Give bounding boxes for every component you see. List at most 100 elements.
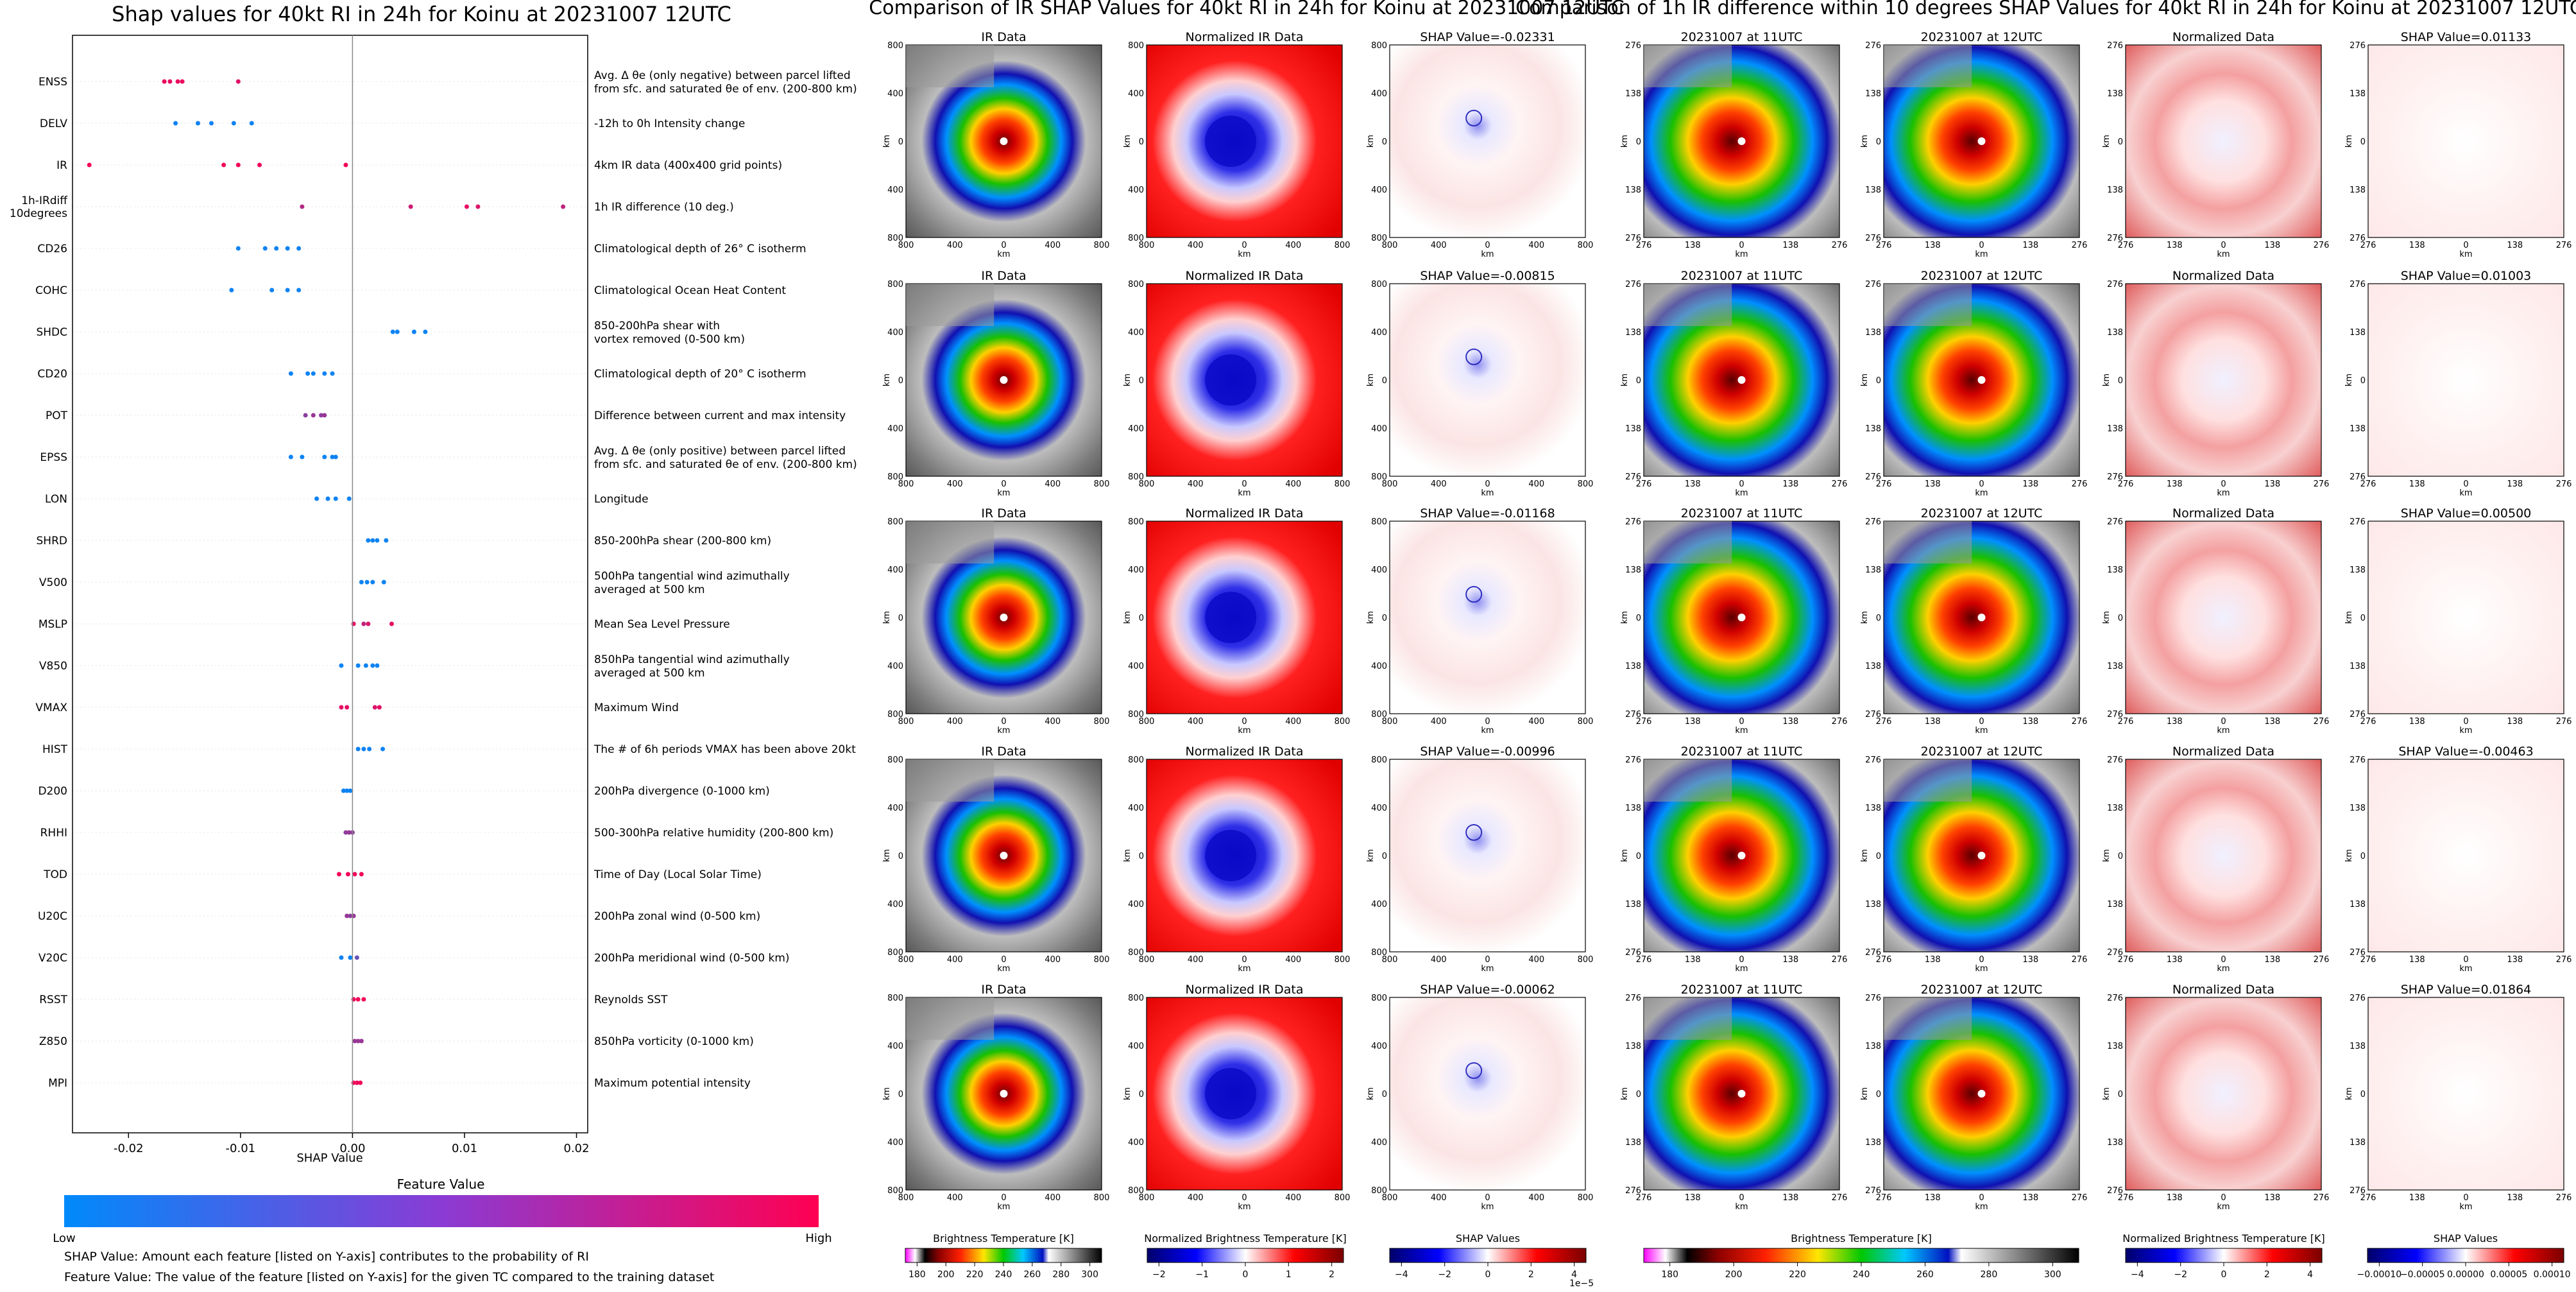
image-panel-shap: SHAP Value=-0.02331800800400400004004008… (1366, 30, 1593, 259)
shap-point (411, 329, 416, 334)
panel-y-axis-label: km (1860, 611, 1870, 624)
image-panel-ndiff: Normalized Data2762761381380013813827627… (2102, 745, 2329, 974)
cyclone-eye (1000, 1090, 1008, 1098)
panel-x-tick: 800 (1335, 479, 1351, 489)
panel-y-tick: 400 (887, 89, 903, 99)
bt2-colorbar: 180 200 220 240 260 280 300 Brightness Tempera… (1643, 1232, 2079, 1280)
panel-y-tick: 400 (1128, 900, 1144, 909)
bt2-colorbar-bar (1643, 1248, 2079, 1263)
colorbar-tick-label: 0 (2221, 1270, 2227, 1280)
panel-image (2125, 283, 2322, 477)
cyclone-eye (1000, 614, 1008, 621)
panel-x-tick: 276 (2314, 479, 2330, 489)
panel-y-axis-label: km (1123, 849, 1132, 862)
shap-point (87, 162, 92, 168)
panel-y-tick: 800 (1128, 948, 1144, 958)
panel-x-tick: 400 (1528, 717, 1544, 727)
panel-y-tick: 0 (2360, 614, 2366, 623)
panel-x-tick: 800 (1382, 241, 1398, 250)
panel-x-tick: 276 (2556, 717, 2572, 727)
feature-description: Longitude (594, 493, 649, 506)
panel-x-tick: 800 (1335, 241, 1351, 250)
x-tick-label: 0.02 (564, 1142, 590, 1155)
panel-x-tick: 0 (2221, 241, 2226, 250)
panel-x-tick: 400 (1188, 241, 1204, 250)
image-panel-nir: Normalized IR Data8008004004000040040080… (1123, 269, 1350, 498)
shap-point (333, 454, 338, 460)
panel-x-tick: 0 (2463, 717, 2468, 727)
panel-y-tick: 276 (1625, 234, 1641, 243)
shap-point (358, 1080, 363, 1085)
cyclone-eye (1977, 137, 1986, 145)
panel-x-tick: 400 (1431, 717, 1447, 727)
feature-colorbar (64, 1195, 819, 1227)
panel-y-tick: 800 (1371, 1186, 1387, 1196)
panel-x-tick: 0 (2221, 955, 2226, 965)
panel-y-tick: 400 (1128, 1138, 1144, 1148)
image-panel-nir: Normalized IR Data8008004004000040040080… (1123, 983, 1350, 1212)
panel-y-axis-label: km (1366, 374, 1376, 386)
panel-y-tick: 800 (1371, 994, 1387, 1003)
image-panel-ir2: 20231007 at 11UTC27627613813800138138276… (1620, 30, 1847, 259)
image-panel-shap: SHAP Value=-0.01168800800400400004004008… (1366, 506, 1593, 736)
panel-x-axis-label: km (1975, 1202, 1988, 1212)
feature-label: IR (56, 159, 67, 172)
panel-y-tick: 800 (1371, 948, 1387, 958)
image-panel-ndiff: Normalized Data2762761381380013813827627… (2102, 506, 2329, 736)
panel-x-axis-label: km (997, 964, 1010, 974)
panel-x-axis-label: km (2459, 1202, 2472, 1212)
panel-y-tick: 276 (2107, 234, 2123, 243)
panel-x-tick: 0 (1001, 479, 1006, 489)
shap-point (355, 997, 361, 1002)
colorbar-tick-label: 0.00010 (2534, 1270, 2571, 1280)
feature-description: 1h IR difference (10 deg.) (594, 201, 734, 214)
panel-x-tick: 0 (1241, 1193, 1247, 1203)
panel-y-tick: 138 (2350, 1138, 2366, 1148)
panel-y-tick: 400 (887, 424, 903, 434)
colorbar-tick-label: −4 (1395, 1270, 1408, 1280)
panel-y-tick: 0 (898, 376, 903, 386)
cyclone-eye (1737, 614, 1746, 621)
shap1-colorbar-ticks: −4 −2 0 2 4 (1395, 1262, 1577, 1280)
panel-y-tick: 276 (1625, 994, 1641, 1003)
shap-point (359, 580, 364, 585)
panel-x-tick: 276 (1636, 955, 1652, 965)
panel-x-tick: 138 (2264, 955, 2280, 965)
panel-y-tick: 800 (887, 280, 903, 289)
colorbar-tick-label: 4 (1571, 1270, 1577, 1280)
panel-image (2125, 997, 2322, 1191)
panel-y-tick: 138 (2107, 1042, 2123, 1051)
feature-label: VMAX (35, 702, 67, 714)
panel-y-tick: 138 (1865, 565, 1881, 575)
cloud-free-region (1884, 997, 1972, 1040)
shap-point (319, 413, 324, 418)
panel-y-tick: 0 (898, 614, 903, 623)
panel-y-axis-label: km (1860, 135, 1870, 148)
panel-x-tick: 276 (2360, 479, 2376, 489)
colorbar-tick-label: −0.00005 (2400, 1270, 2445, 1280)
panel-y-tick: 0 (1382, 137, 1387, 147)
panel-y-tick: 138 (2107, 328, 2123, 338)
beeswarm-title: Shap values for 40kt RI in 24h for Koinu… (112, 2, 731, 26)
panel-y-tick: 276 (2350, 948, 2366, 958)
bt-colorbar-ticks: 180 200 220 240 260 280 300 (908, 1262, 1098, 1280)
panel-y-tick: 276 (2107, 280, 2123, 289)
panel-y-axis-label: km (2102, 374, 2111, 386)
panel-x-tick: 276 (1832, 479, 1848, 489)
panel-y-tick: 138 (2107, 424, 2123, 434)
panel-x-axis-label: km (997, 250, 1010, 259)
shap-point (381, 580, 386, 585)
panel-x-axis-label: km (1481, 250, 1494, 259)
shap-point (322, 371, 327, 376)
panel-y-tick: 276 (2107, 994, 2123, 1003)
panel-x-tick: 800 (1139, 1193, 1155, 1203)
colorbar-tick-label: −2 (1438, 1270, 1451, 1280)
panel-x-tick: 800 (898, 479, 914, 489)
panel-y-tick: 138 (2350, 900, 2366, 909)
cyclone-eye (1977, 376, 1986, 384)
panel-y-axis-label: km (1860, 1087, 1870, 1100)
panel-x-tick: 800 (1578, 717, 1594, 727)
feature-description: 200hPa divergence (0-1000 km) (594, 785, 770, 798)
panel-y-tick: 0 (2118, 1090, 2123, 1099)
panel-x-axis-label: km (1975, 964, 1988, 974)
